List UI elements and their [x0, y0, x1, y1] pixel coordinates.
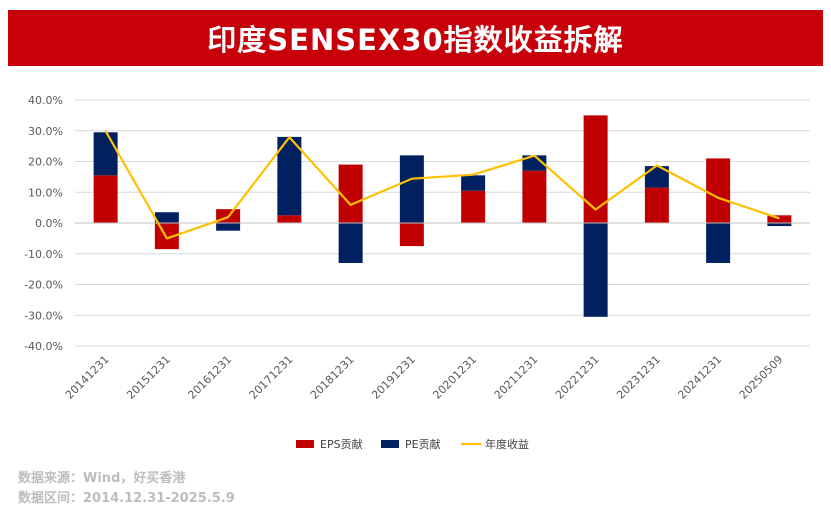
y-tick-label: 20.0%	[28, 156, 63, 169]
eps-bar	[767, 215, 792, 223]
pe-bar	[338, 223, 363, 263]
y-tick-label: 0.0%	[35, 217, 63, 230]
eps-bar	[706, 158, 731, 223]
legend-pe-label: PE贡献	[405, 437, 441, 451]
eps-bar	[644, 187, 669, 223]
x-tick-label: 20231231	[614, 353, 663, 402]
x-tick-label: 20241231	[675, 353, 724, 402]
y-tick-label: -20.0%	[24, 279, 63, 292]
y-tick-label: -10.0%	[24, 248, 63, 261]
eps-bar	[399, 223, 424, 247]
y-tick-label: -40.0%	[24, 340, 63, 353]
pe-bar	[706, 223, 731, 263]
x-tick-label: 20191231	[369, 353, 418, 402]
y-tick-label: 30.0%	[28, 125, 63, 138]
x-axis-tick-labels: 20141231 20151231 20161231 20171231 20181231…	[63, 353, 786, 402]
legend-eps-label: EPS贡献	[320, 437, 363, 451]
stacked-bar-line-chart: 40.0% 30.0% 20.0% 10.0% 0.0% -10.0% -20.0% -30.…	[24, 94, 810, 451]
eps-bar	[522, 170, 547, 223]
pe-bar	[277, 136, 302, 216]
legend-pe-swatch	[381, 440, 399, 448]
x-tick-label: 20141231	[63, 353, 112, 402]
pe-bar	[767, 223, 792, 227]
eps-bar	[583, 115, 608, 223]
chart-title-banner: 印度SENSEX30指数收益拆解	[8, 10, 823, 66]
x-tick-label: 20151231	[124, 353, 173, 402]
date-range-note: 数据区间：2014.12.31-2025.5.9	[18, 491, 235, 506]
y-tick-label: -30.0%	[24, 309, 63, 322]
chart-title: 印度SENSEX30指数收益拆解	[207, 23, 624, 57]
pe-bar	[154, 212, 179, 223]
x-tick-label: 20181231	[308, 353, 357, 402]
annual-return-line	[104, 130, 780, 240]
legend-annual-return-label: 年度收益	[485, 437, 529, 451]
bars	[93, 115, 792, 317]
eps-bar	[461, 190, 486, 223]
x-tick-label: 20211231	[492, 353, 541, 402]
y-axis-tick-labels: 40.0% 30.0% 20.0% 10.0% 0.0% -10.0% -20.0% -30.…	[24, 94, 63, 353]
eps-bar	[338, 164, 363, 223]
pe-bar	[522, 155, 547, 171]
eps-bar	[93, 175, 118, 223]
y-tick-label: 10.0%	[28, 186, 63, 199]
legend-eps-swatch	[296, 440, 314, 448]
x-tick-label: 20250509	[737, 353, 786, 402]
x-tick-label: 20201231	[430, 353, 479, 402]
pe-bar	[93, 132, 118, 176]
source-note: 数据来源：Wind，好买香港	[18, 471, 186, 486]
pe-bar	[399, 155, 424, 223]
pe-bar	[216, 223, 241, 231]
pe-bar	[583, 223, 608, 317]
eps-bar	[277, 215, 302, 223]
y-tick-label: 40.0%	[28, 94, 63, 107]
x-tick-label: 20221231	[553, 353, 602, 402]
pe-bar	[644, 166, 669, 188]
x-tick-label: 20171231	[247, 353, 296, 402]
x-tick-label: 20161231	[185, 353, 234, 402]
annual-return-polyline	[104, 130, 780, 240]
legend: EPS贡献 PE贡献 年度收益	[296, 437, 529, 451]
pe-bar	[461, 175, 486, 191]
